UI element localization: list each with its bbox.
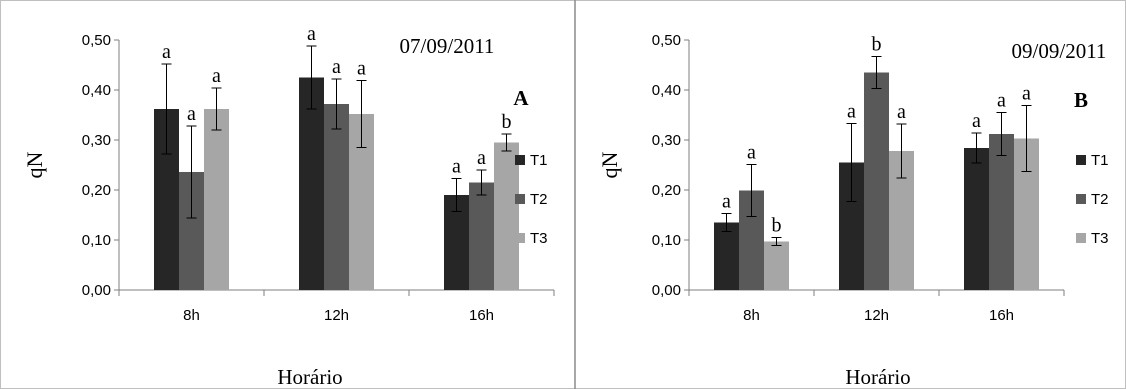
significance-letter: b [772,215,782,237]
y-tick-label: 0,20 [652,182,681,199]
panel-label: A [513,86,529,110]
significance-letter: a [187,103,196,125]
significance-letter: a [897,101,906,123]
x-tick-label: 16h [989,307,1014,324]
legend-swatch-t3 [1076,233,1086,243]
x-tick-label: 8h [183,307,200,324]
significance-letter: a [847,101,856,123]
panel-label: B [1074,88,1088,112]
y-tick-label: 0,40 [82,82,111,99]
significance-letter: a [357,58,366,80]
x-axis-title: Horário [277,365,342,389]
bar-t3 [494,142,519,290]
legend-swatch-t2 [1076,194,1086,204]
significance-letter: a [332,56,341,78]
bar-t2 [989,134,1014,290]
x-tick-label: 12h [324,307,349,324]
bar-t3 [204,109,229,290]
significance-letter: a [1022,83,1031,105]
legend-label: T1 [530,152,548,169]
bar-t2 [864,72,889,290]
y-tick-label: 0,30 [82,132,111,149]
y-axis-title: qN [597,151,622,178]
date-label: 09/09/2011 [1012,39,1107,63]
y-tick-label: 0,50 [82,32,111,49]
y-tick-label: 0,20 [82,182,111,199]
legend-swatch-t3 [515,233,525,243]
significance-letter: a [997,90,1006,112]
x-tick-label: 12h [864,307,889,324]
legend-swatch-t2 [515,194,525,204]
legend-label: T1 [1091,152,1109,169]
bar-t3 [764,241,789,290]
legend-label: T3 [1091,230,1109,247]
x-axis-title: Horário [845,365,910,389]
significance-letter: b [502,111,512,133]
significance-letter: a [212,65,221,87]
y-axis-title: qN [22,151,47,178]
y-tick-label: 0,10 [82,232,111,249]
y-tick-label: 0,40 [652,82,681,99]
bar-t1 [714,222,739,290]
significance-letter: a [162,41,171,63]
y-tick-label: 0,30 [652,132,681,149]
legend-label: T3 [530,230,548,247]
significance-letter: a [307,23,316,45]
significance-letter: a [477,147,486,169]
y-tick-label: 0,00 [82,282,111,299]
x-tick-label: 16h [469,307,494,324]
y-tick-label: 0,10 [652,232,681,249]
significance-letter: a [722,191,731,213]
legend-label: T2 [530,191,548,208]
date-label: 07/09/2011 [400,34,495,58]
legend-swatch-t1 [515,155,525,165]
bar-t2 [324,104,349,290]
bar-t1 [299,77,324,290]
significance-letter: a [452,156,461,178]
bar-t1 [964,148,989,290]
y-tick-label: 0,00 [652,282,681,299]
significance-letter: a [747,142,756,164]
x-tick-label: 8h [743,307,760,324]
y-tick-label: 0,50 [652,32,681,49]
legend-label: T2 [1091,191,1109,208]
significance-letter: b [872,34,882,56]
significance-letter: a [972,110,981,132]
bar-t2 [469,182,494,290]
legend-swatch-t1 [1076,155,1086,165]
